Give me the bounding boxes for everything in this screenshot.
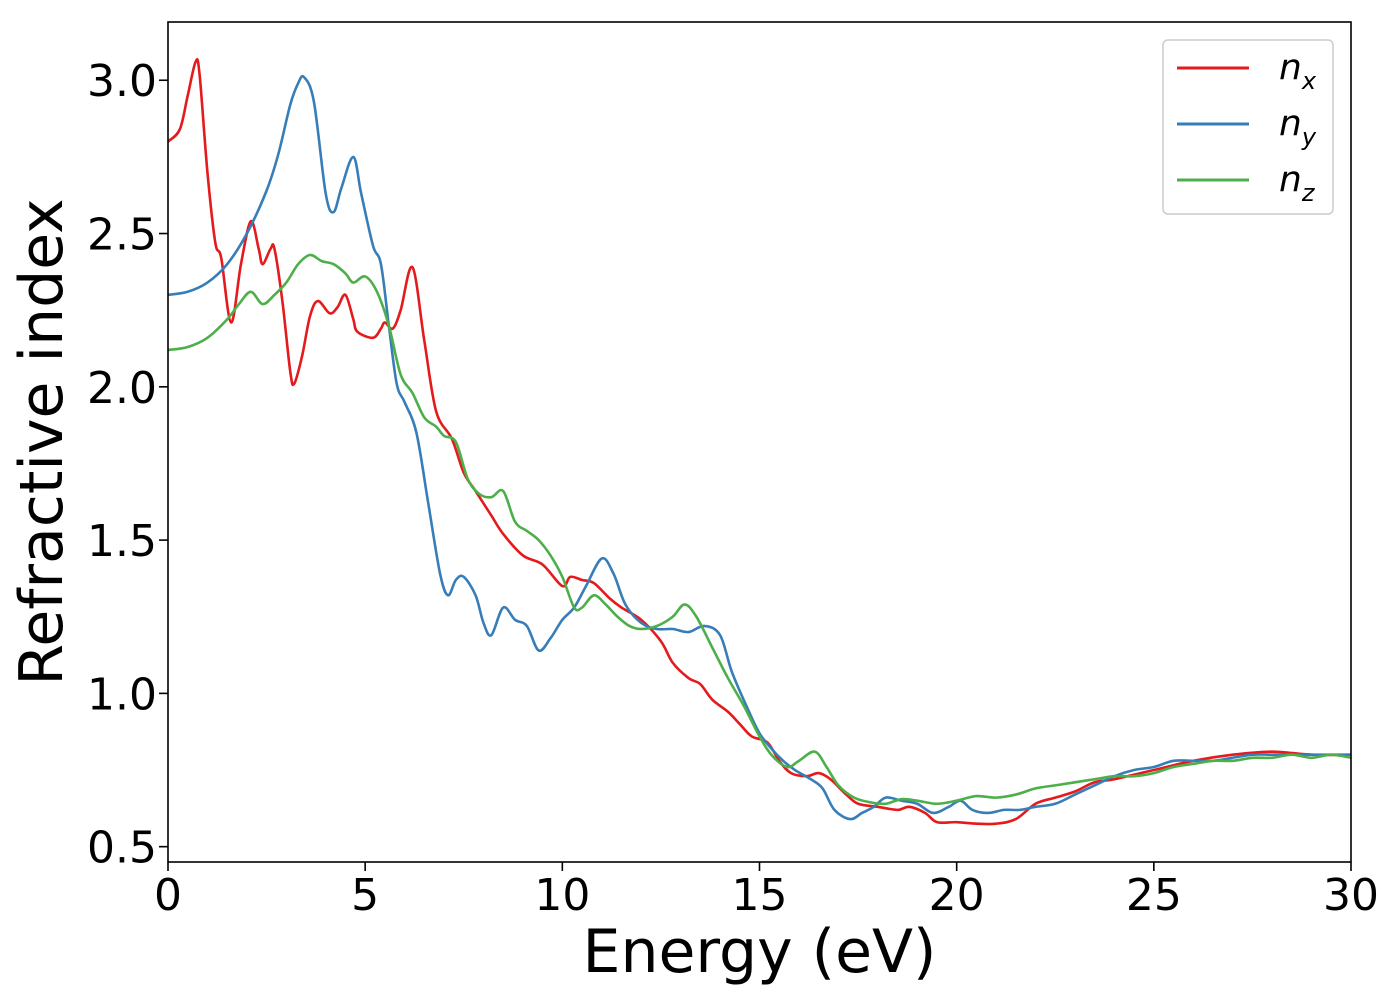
- series-line-nz: [168, 253, 1351, 806]
- x-tick-label: 15: [732, 870, 788, 921]
- series-line-nx: [168, 58, 1351, 826]
- x-tick-label: 0: [154, 870, 182, 921]
- x-tick-label: 30: [1323, 870, 1379, 921]
- x-axis-title: Energy (eV): [583, 917, 937, 987]
- legend-entries: nx ny nz: [1177, 47, 1317, 207]
- x-axis-ticks: 0 5 10 15 20 25 30: [154, 862, 1379, 921]
- y-tick-label: 2.0: [87, 363, 157, 414]
- y-tick-label: 1.5: [87, 516, 157, 567]
- y-tick-label: 3.0: [87, 56, 157, 107]
- legend-label-nx: nx: [1279, 47, 1317, 95]
- x-tick-label: 20: [929, 870, 985, 921]
- y-tick-label: 2.5: [87, 210, 157, 261]
- plot-area: [168, 22, 1351, 862]
- series-line-ny: [168, 74, 1351, 821]
- legend-label-ny: ny: [1279, 103, 1317, 151]
- legend: nx ny nz: [1162, 39, 1334, 215]
- x-tick-label: 10: [534, 870, 590, 921]
- y-axis-ticks: 0.5 1.0 1.5 2.0 2.5 3.0: [87, 56, 168, 874]
- x-tick-label: 5: [351, 870, 379, 921]
- legend-label-nz: nz: [1279, 159, 1316, 207]
- y-tick-label: 0.5: [87, 823, 157, 874]
- x-tick-label: 25: [1126, 870, 1182, 921]
- series-group: [168, 58, 1351, 826]
- legend-box: [1162, 39, 1334, 215]
- y-tick-label: 1.0: [87, 669, 157, 720]
- y-axis-title: Refractive index: [7, 198, 77, 685]
